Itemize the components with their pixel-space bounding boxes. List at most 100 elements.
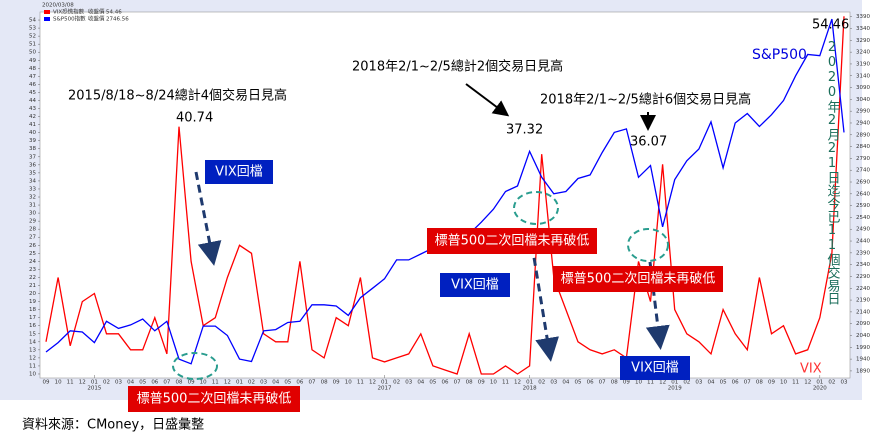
x-tick-label: 07	[309, 380, 316, 386]
legend-label: VIX恐慌指數	[53, 8, 85, 16]
x-tick-label: 01	[671, 380, 678, 386]
x-tick-label: 06	[151, 380, 158, 386]
y2-tick-label: 2140	[856, 309, 870, 315]
y-tick-label: 39	[29, 138, 36, 144]
x-tick-label: 12	[659, 380, 666, 386]
y2-tick-label: 2940	[856, 120, 870, 126]
y2-tick-label: 2740	[856, 168, 870, 174]
y-tick-label: 27	[29, 235, 36, 241]
y2-tick-label: 2040	[856, 333, 870, 339]
annotation: VIX回檔	[631, 361, 679, 376]
y-tick-label: 53	[29, 26, 36, 32]
annotation: 36.07	[630, 135, 667, 150]
y-tick-label: 30	[29, 211, 36, 217]
label-box	[427, 228, 597, 254]
annotation: 標普500二次回檔未再破低	[561, 271, 716, 287]
x-tick-label: 10	[635, 380, 642, 386]
y-tick-label: 17	[29, 315, 36, 321]
y-tick-label: 50	[29, 50, 36, 56]
y-tick-label: 31	[29, 203, 36, 209]
x-tick-label: 11	[792, 380, 799, 386]
x-tick-label: 06	[442, 380, 449, 386]
source: 資料來源：CMoney，日盛彙整	[22, 417, 204, 433]
y2-tick-label: 1940	[856, 357, 870, 363]
x-tick-label: 12	[804, 380, 811, 386]
x-tick-label: 08	[756, 380, 763, 386]
y-tick-label: 37	[29, 154, 36, 160]
y2-tick-label: 2340	[856, 262, 870, 268]
annotation: 標普500二次回檔未再破低	[435, 233, 590, 249]
x-tick-label: 06	[587, 380, 594, 386]
x-tick-label: 05	[139, 380, 146, 386]
x-tick-label: 11	[212, 380, 219, 386]
y2-tick-label: 1890	[856, 368, 870, 374]
y-tick-label: 45	[29, 90, 36, 96]
x-tick-label: 11	[67, 380, 74, 386]
y2-tick-label: 3140	[856, 73, 870, 79]
y-tick-label: 44	[29, 98, 36, 104]
y-tick-label: 43	[29, 106, 36, 112]
y-tick-label: 20	[29, 291, 36, 297]
y-tick-label: 47	[29, 74, 36, 80]
x-tick-label: 09	[43, 380, 50, 386]
series-label: S&P500	[752, 47, 807, 63]
x-tick-label: 05	[284, 380, 291, 386]
y-tick-label: 21	[29, 283, 36, 289]
label-box	[620, 356, 690, 380]
y2-tick-label: 2190	[856, 298, 870, 304]
y-tick-label: 18	[29, 307, 36, 313]
y2-tick-label: 2990	[856, 109, 870, 115]
annotation: 標普500二次回檔未再破低	[137, 391, 292, 407]
x-tick-label: 11	[502, 380, 509, 386]
x-year-label: 2017	[378, 386, 392, 392]
annotation: 37.32	[506, 123, 543, 138]
x-tick-label: 09	[478, 380, 485, 386]
x-tick-label: 01	[236, 380, 243, 386]
y-tick-label: 36	[29, 162, 36, 168]
legend-label: S&P500指數	[53, 15, 86, 23]
annotation: VIX回檔	[451, 278, 499, 293]
y-tick-label: 34	[29, 178, 36, 184]
y-tick-label: 26	[29, 243, 36, 249]
label-box	[553, 266, 723, 292]
legend-swatch	[44, 17, 50, 21]
x-tick-label: 07	[744, 380, 751, 386]
y2-tick-label: 2490	[856, 227, 870, 233]
y2-tick-label: 2540	[856, 215, 870, 221]
x-tick-label: 02	[683, 380, 690, 386]
legend-value: 2746.56	[106, 17, 129, 23]
x-tick-label: 10	[780, 380, 787, 386]
x-tick-label: 12	[369, 380, 376, 386]
legend-swatch	[44, 10, 50, 14]
y-tick-label: 11	[29, 363, 36, 369]
x-tick-label: 02	[103, 380, 110, 386]
vertical-annotation: 2020年2月21日迄今已11個交易日	[825, 40, 841, 305]
x-tick-label: 03	[841, 380, 848, 386]
x-tick-label: 09	[188, 380, 195, 386]
y-tick-label: 24	[29, 259, 36, 265]
y-tick-label: 19	[29, 299, 36, 305]
y2-tick-label: 2690	[856, 180, 870, 186]
y2-tick-label: 2890	[856, 132, 870, 138]
x-tick-label: 07	[599, 380, 606, 386]
y2-tick-label: 2390	[856, 250, 870, 256]
y2-tick-label: 2790	[856, 156, 870, 162]
y2-tick-label: 3190	[856, 61, 870, 67]
x-tick-label: 10	[55, 380, 62, 386]
x-tick-label: 09	[768, 380, 775, 386]
y-tick-label: 46	[29, 82, 36, 88]
y2-tick-label: 3340	[856, 26, 870, 32]
x-tick-label: 03	[115, 380, 122, 386]
y-tick-label: 51	[29, 42, 36, 48]
x-tick-label: 10	[200, 380, 207, 386]
arrow	[465, 83, 510, 117]
x-tick-label: 08	[611, 380, 618, 386]
y-tick-label: 33	[29, 186, 36, 192]
y-tick-label: 41	[29, 122, 36, 128]
dashed-arrow	[530, 244, 559, 362]
x-tick-label: 11	[357, 380, 364, 386]
x-year-label: 2019	[668, 386, 682, 392]
x-tick-label: 03	[405, 380, 412, 386]
highlight-ellipse	[627, 228, 669, 262]
